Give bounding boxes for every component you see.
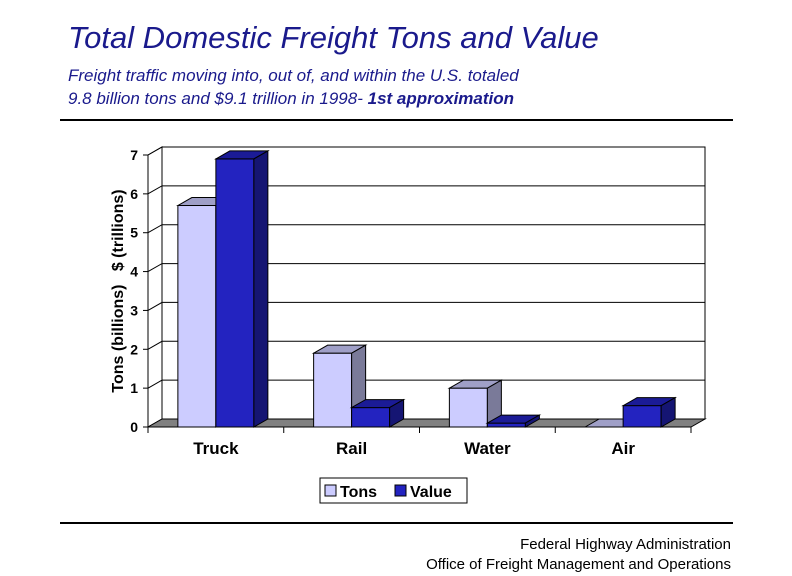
legend-label-tons: Tons [340,484,377,501]
y-tick-label: 3 [130,302,138,318]
bar-truck-tons [177,205,217,428]
x-tick-label: Truck [193,439,239,458]
bar-rail-value [351,407,391,428]
page-title: Total Domestic Freight Tons and Value [68,20,599,55]
top-divider [60,119,733,121]
x-tick-label: Water [464,439,511,458]
y-tick-label: 2 [130,341,138,357]
legend-label-value: Value [410,484,452,501]
bar-rail-tons [313,352,353,428]
legend-swatch-value [394,484,407,497]
y-tick-label: 1 [130,380,138,396]
y-axis-label: Tons (billions) $ (trillions) [110,189,127,392]
y-tick-label: 5 [130,225,138,241]
gridline [147,301,705,311]
bar-water-value [486,422,526,428]
gridline [147,224,705,234]
y-tick-label: 4 [130,264,138,280]
y-tick-label: 0 [130,419,138,435]
footer: Federal Highway Administration Office of… [426,535,731,575]
bar-air-value [622,405,662,428]
legend-swatch-tons [324,484,337,497]
bottom-divider [60,522,733,524]
subtitle-line-2-text: 9.8 billion tons and $9.1 trillion in 19… [68,89,363,108]
side-wall [147,146,163,428]
x-tick-label: Rail [336,439,367,458]
subtitle-line-2: 9.8 billion tons and $9.1 trillion in 19… [68,87,519,110]
gridline [147,146,705,156]
y-tick-label: 7 [130,147,138,163]
bar-rail-value-side [389,398,405,428]
footer-line-1: Federal Highway Administration [520,536,731,553]
footer-line-2: Office of Freight Management and Operati… [426,556,731,573]
gridline [147,185,705,195]
bar-truck-value [215,158,255,428]
gridline [147,340,705,350]
page-subtitle: Freight traffic moving into, out of, and… [68,64,519,110]
freight-chart: 0 1 2 3 4 5 6 7 Tons (billions) $ (trillions) Tru… [110,146,707,504]
subtitle-line-1: Freight traffic moving into, out of, and… [68,66,519,85]
bar-truck-value-side [253,150,269,428]
subtitle-emphasis: 1st approximation [367,89,515,108]
bar-water-tons [448,387,488,428]
bar-air-value-side [660,396,676,428]
y-tick-label: 6 [130,186,138,202]
bar-water-value-side [524,414,540,428]
legend-box [319,477,468,504]
gridline [147,263,705,273]
gridline [147,379,705,389]
x-tick-label: Air [611,439,635,458]
